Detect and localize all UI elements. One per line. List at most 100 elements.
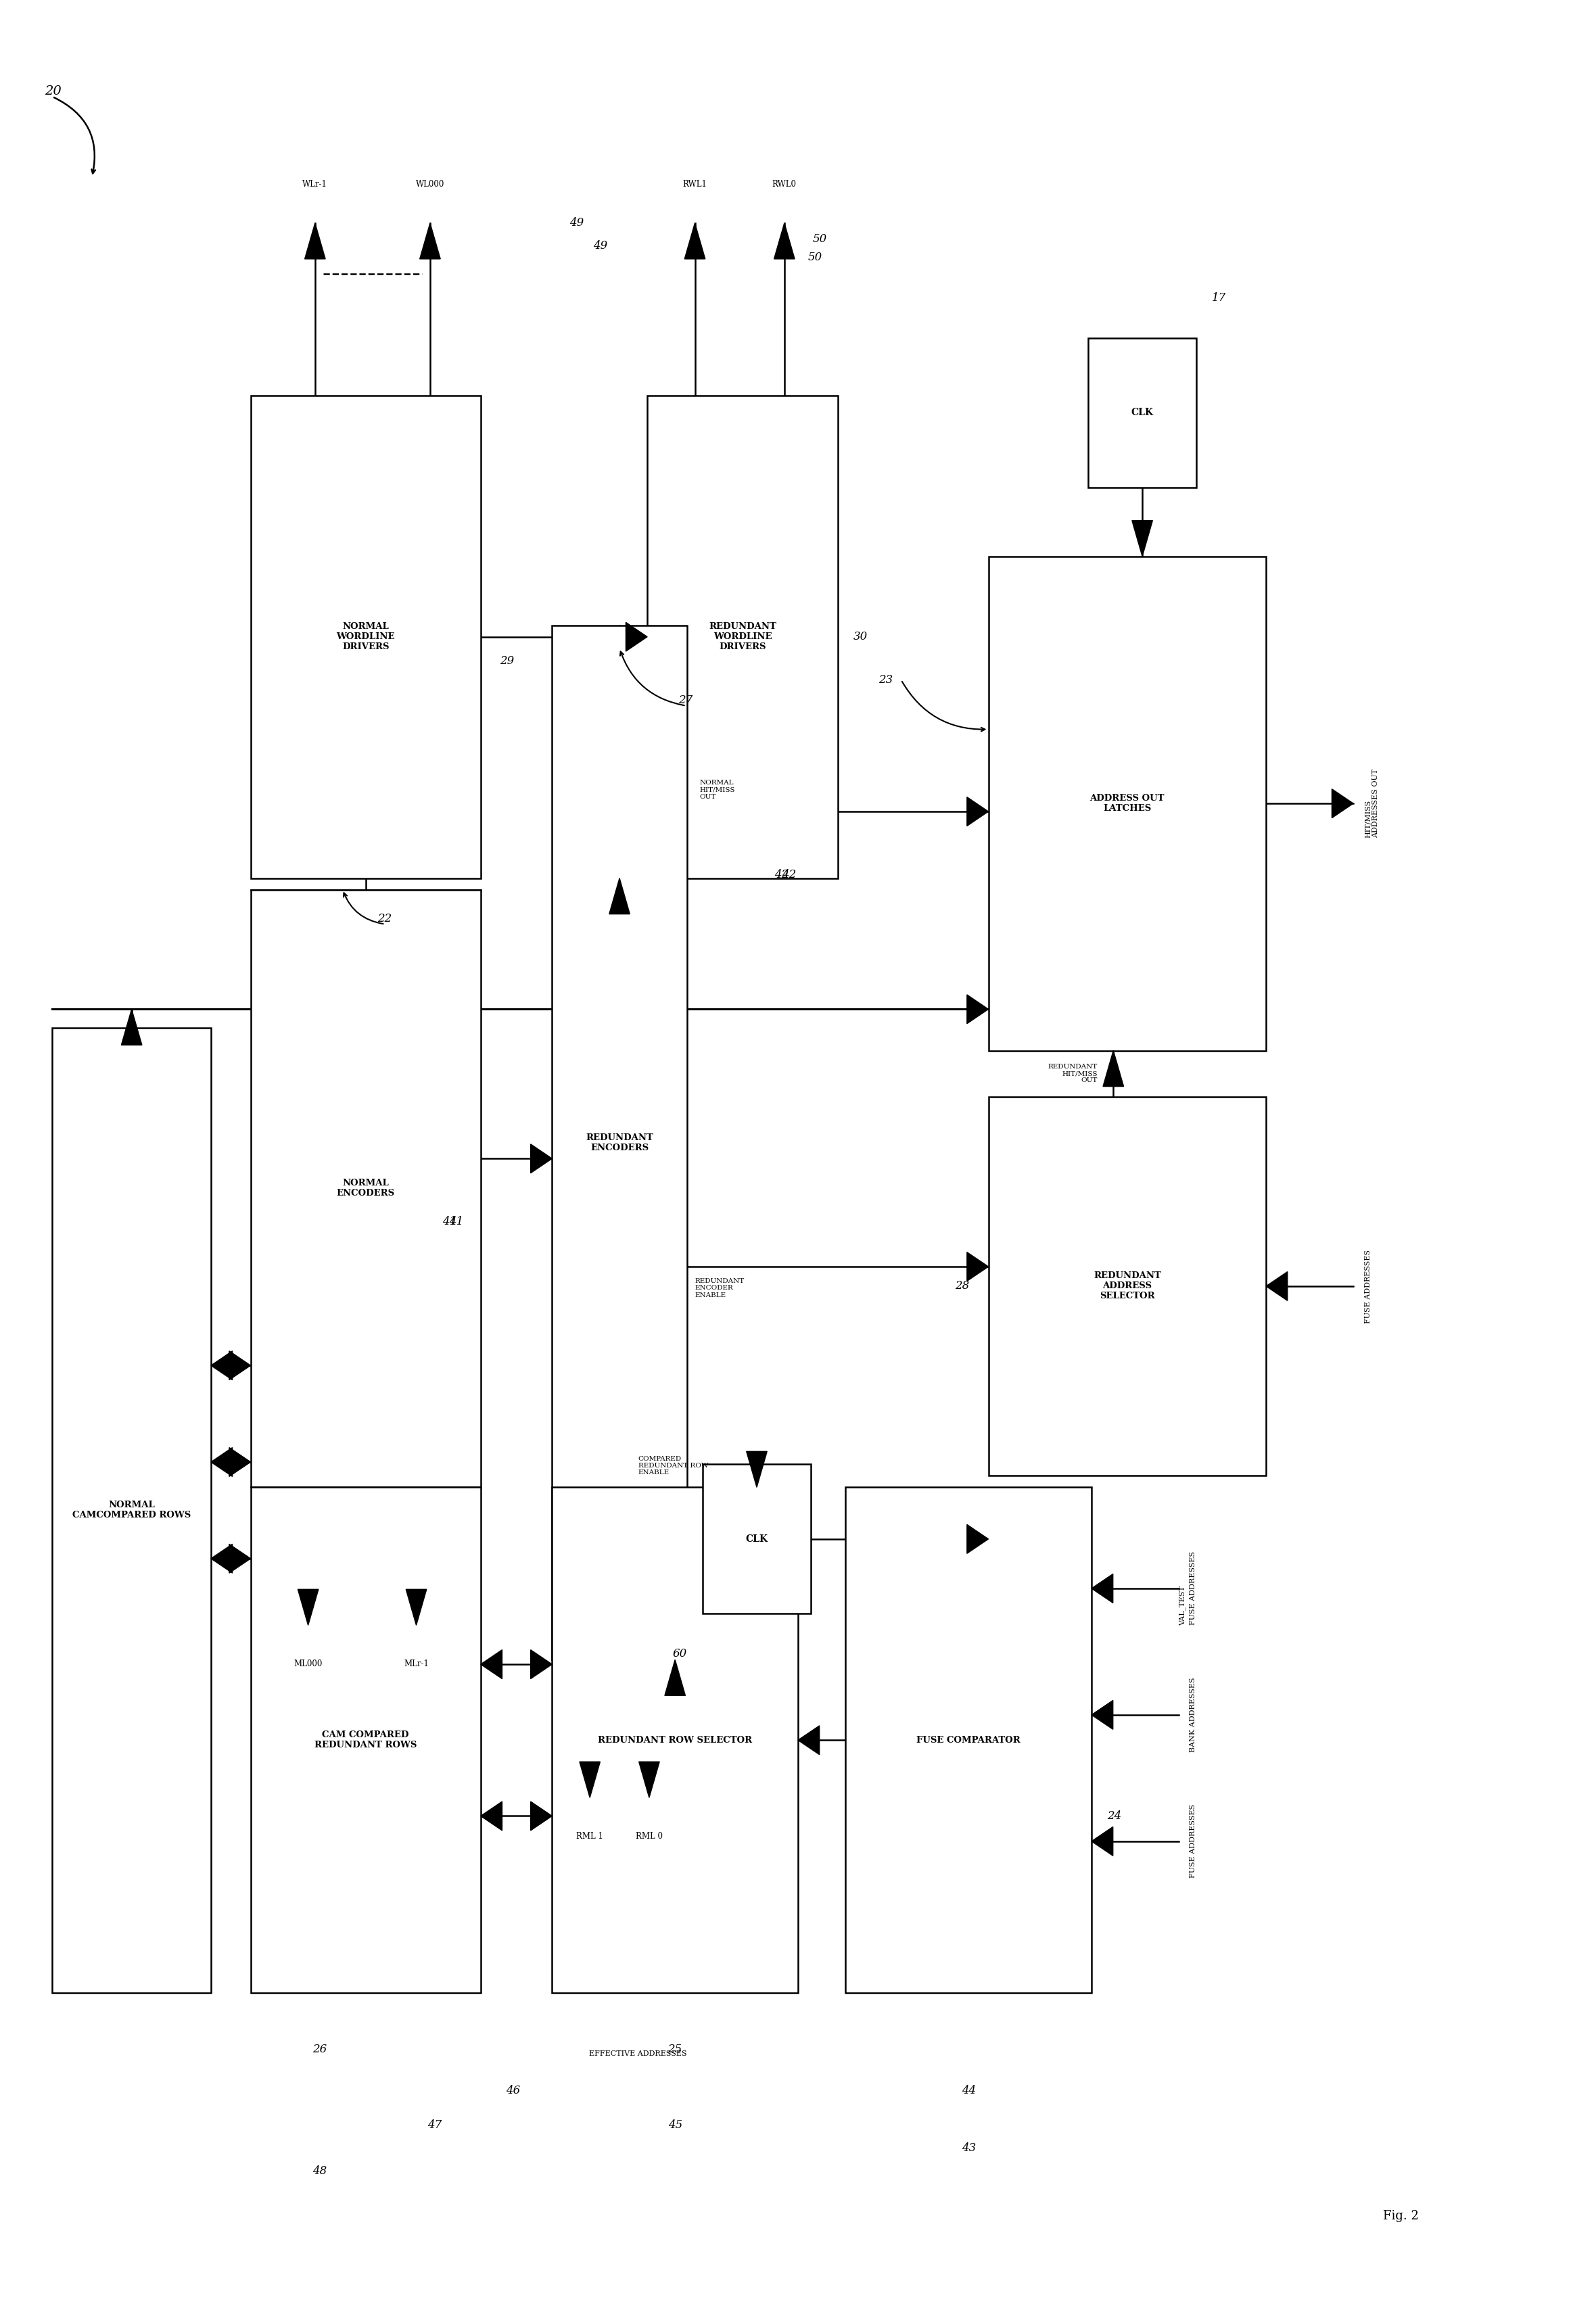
Text: 30: 30 (854, 630, 868, 642)
Text: REDUNDANT
WORDLINE
DRIVERS: REDUNDANT WORDLINE DRIVERS (709, 623, 776, 651)
Text: 43: 43 (961, 2142, 975, 2153)
Text: 20: 20 (45, 85, 61, 97)
Text: EFFECTIVE ADDRESSES: EFFECTIVE ADDRESSES (589, 2050, 686, 2056)
Text: CAM COMPARED
REDUNDANT ROWS: CAM COMPARED REDUNDANT ROWS (314, 1731, 417, 1749)
Text: FUSE ADDRESSES: FUSE ADDRESSES (1191, 1551, 1197, 1625)
Text: 21: 21 (223, 1456, 238, 1468)
Text: 60: 60 (672, 1648, 686, 1659)
Text: 25: 25 (667, 2043, 681, 2054)
Polygon shape (298, 1590, 319, 1625)
Polygon shape (1103, 1050, 1124, 1087)
Polygon shape (230, 1350, 251, 1380)
Text: FUSE ADDRESSES: FUSE ADDRESSES (1191, 1805, 1197, 1879)
Polygon shape (579, 1761, 600, 1798)
Polygon shape (626, 623, 648, 651)
Polygon shape (798, 1726, 819, 1754)
Polygon shape (1092, 1701, 1112, 1729)
Text: 41: 41 (442, 1216, 456, 1228)
FancyBboxPatch shape (251, 889, 480, 1486)
Polygon shape (1092, 1828, 1112, 1856)
FancyBboxPatch shape (702, 1463, 811, 1613)
Polygon shape (664, 1659, 685, 1696)
Text: REDUNDANT ROW SELECTOR: REDUNDANT ROW SELECTOR (598, 1736, 752, 1745)
Text: RWL0: RWL0 (772, 180, 796, 189)
Polygon shape (967, 796, 988, 826)
Text: NORMAL
ENCODERS: NORMAL ENCODERS (337, 1179, 394, 1198)
Text: RML 1: RML 1 (576, 1833, 603, 1842)
Polygon shape (967, 1253, 988, 1281)
Polygon shape (230, 1544, 251, 1574)
Polygon shape (530, 1145, 552, 1172)
Polygon shape (638, 1761, 659, 1798)
Text: 49: 49 (570, 217, 584, 228)
Text: 49: 49 (594, 240, 608, 252)
Text: 28: 28 (954, 1281, 969, 1292)
FancyBboxPatch shape (846, 1486, 1092, 1994)
Polygon shape (1266, 1272, 1288, 1302)
Text: ML000: ML000 (294, 1659, 322, 1669)
Text: REDUNDANT
HIT/MISS
OUT: REDUNDANT HIT/MISS OUT (1049, 1064, 1098, 1085)
Text: 17: 17 (1211, 293, 1226, 305)
Polygon shape (685, 224, 705, 258)
Polygon shape (405, 1590, 426, 1625)
Text: ADDRESS OUT
LATCHES: ADDRESS OUT LATCHES (1090, 794, 1165, 812)
FancyBboxPatch shape (251, 1486, 480, 1994)
Text: REDUNDANT
ADDRESS
SELECTOR: REDUNDANT ADDRESS SELECTOR (1093, 1272, 1160, 1302)
Polygon shape (1092, 1574, 1112, 1604)
Text: NORMAL
HIT/MISS
OUT: NORMAL HIT/MISS OUT (699, 780, 736, 801)
Text: 50: 50 (808, 252, 822, 263)
Text: 44: 44 (961, 2084, 975, 2096)
Text: NORMAL
WORDLINE
DRIVERS: NORMAL WORDLINE DRIVERS (337, 623, 394, 651)
Text: 50: 50 (812, 233, 827, 245)
Text: 29: 29 (500, 655, 514, 667)
Text: Fig. 2: Fig. 2 (1384, 2209, 1419, 2223)
Polygon shape (1132, 522, 1152, 556)
Text: MLr-1: MLr-1 (404, 1659, 429, 1669)
FancyBboxPatch shape (552, 1486, 798, 1994)
FancyBboxPatch shape (988, 1096, 1266, 1475)
Text: 45: 45 (667, 2119, 681, 2130)
Polygon shape (121, 1009, 142, 1046)
Text: 48: 48 (313, 2165, 327, 2176)
Text: 24: 24 (1108, 1809, 1122, 1821)
Text: 26: 26 (313, 2043, 327, 2054)
Polygon shape (530, 1650, 552, 1678)
Text: 42: 42 (782, 870, 796, 879)
FancyBboxPatch shape (988, 556, 1266, 1050)
Text: 27: 27 (678, 695, 693, 706)
FancyBboxPatch shape (53, 1027, 211, 1994)
Text: WLr-1: WLr-1 (303, 180, 327, 189)
Polygon shape (305, 224, 326, 258)
Text: 22: 22 (377, 912, 391, 923)
Polygon shape (211, 1447, 233, 1477)
Text: BANK ADDRESSES: BANK ADDRESSES (1191, 1678, 1197, 1752)
Polygon shape (530, 1803, 552, 1830)
Polygon shape (967, 995, 988, 1025)
Polygon shape (480, 1803, 503, 1830)
Text: 46: 46 (506, 2084, 520, 2096)
Text: 42: 42 (774, 870, 788, 879)
Text: COMPARED
REDUNDANT ROW
ENABLE: COMPARED REDUNDANT ROW ENABLE (638, 1456, 709, 1475)
Text: CLK: CLK (1132, 409, 1154, 418)
Polygon shape (230, 1447, 251, 1477)
Text: VAL_TEST: VAL_TEST (1179, 1586, 1186, 1625)
FancyBboxPatch shape (251, 395, 480, 877)
Text: REDUNDANT
ENCODERS: REDUNDANT ENCODERS (586, 1133, 653, 1152)
Text: 47: 47 (428, 2119, 442, 2130)
FancyBboxPatch shape (552, 625, 686, 1659)
Text: WL000: WL000 (415, 180, 444, 189)
Text: CLK: CLK (745, 1535, 768, 1544)
Polygon shape (774, 224, 795, 258)
FancyBboxPatch shape (648, 395, 838, 877)
Polygon shape (610, 877, 630, 914)
Polygon shape (967, 1526, 988, 1553)
Polygon shape (480, 1650, 503, 1678)
Polygon shape (747, 1452, 768, 1486)
Text: FUSE COMPARATOR: FUSE COMPARATOR (916, 1736, 1020, 1745)
Text: FUSE ADDRESSES: FUSE ADDRESSES (1365, 1249, 1371, 1322)
FancyBboxPatch shape (1088, 337, 1197, 487)
Text: REDUNDANT
ENCODER
ENABLE: REDUNDANT ENCODER ENABLE (694, 1279, 744, 1299)
Polygon shape (1333, 789, 1353, 817)
Polygon shape (211, 1544, 233, 1574)
Text: 41: 41 (448, 1216, 463, 1228)
